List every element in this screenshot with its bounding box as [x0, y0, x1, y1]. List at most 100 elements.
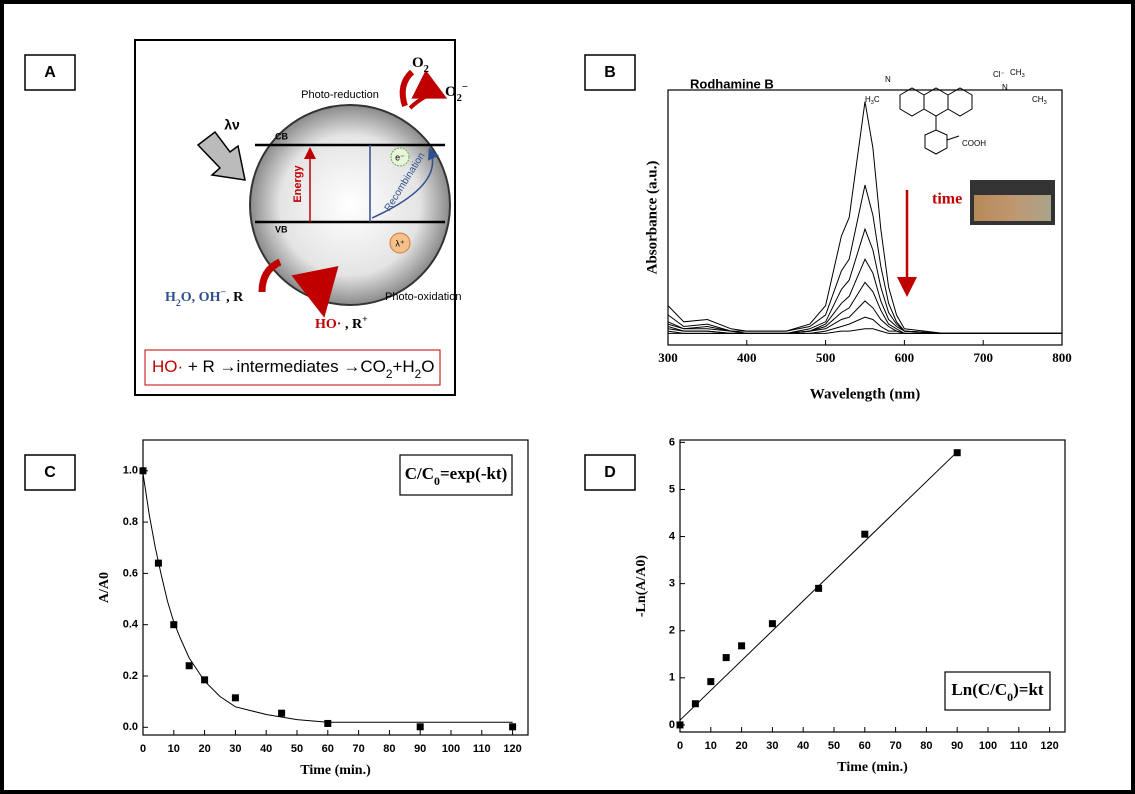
- y-axis-label: A/A0: [97, 572, 112, 603]
- text: 3: [1022, 73, 1025, 79]
- panel-label-box: [24, 454, 76, 491]
- x-tick-label: 700: [973, 350, 993, 365]
- x-tick-label: 0: [677, 740, 683, 752]
- data-point: [861, 530, 869, 538]
- text: + R →intermediates →CO: [183, 357, 386, 376]
- panel-label-box: [24, 54, 76, 91]
- x-axis-label: Wavelength (nm): [810, 386, 920, 402]
- y-tick-label: 1.0: [123, 465, 138, 477]
- x-tick-label: 50: [291, 743, 303, 755]
- oxidation-arrow-in: [258, 258, 282, 293]
- oxidation-arrow-out: [291, 265, 339, 318]
- panel-label: D: [604, 464, 616, 481]
- text: O: [421, 357, 434, 376]
- data-point: [231, 694, 239, 702]
- ch3-label: CH3: [1010, 68, 1025, 79]
- y-tick-label: 0.0: [123, 721, 138, 733]
- annotation-part: )=kt: [1013, 680, 1044, 699]
- panel-label: A: [44, 64, 56, 81]
- cl-label: Cl⁻: [993, 70, 1005, 79]
- x-tick-label: 100: [442, 743, 460, 755]
- hole-icon: [389, 232, 411, 254]
- text: , R: [341, 317, 363, 332]
- spectrum-line: [667, 101, 1062, 334]
- h3c-label: H3C: [865, 95, 880, 106]
- panel-label-box: [584, 54, 636, 91]
- x-tick-label: 30: [766, 740, 778, 752]
- text: 3: [871, 100, 874, 106]
- data-point: [154, 559, 162, 567]
- x-tick-label: 80: [920, 740, 932, 752]
- text: CH: [1032, 95, 1044, 104]
- y-tick-label: 0.6: [123, 567, 138, 579]
- x-tick-label: 400: [737, 350, 757, 365]
- x-tick-label: 60: [322, 743, 334, 755]
- annotation-part: 0: [1007, 690, 1013, 704]
- text: C: [874, 95, 880, 104]
- spectrum-line: [668, 328, 1062, 334]
- annotation-part: =exp(-kt): [440, 464, 507, 483]
- text: 2: [386, 367, 393, 381]
- reduction-arrow-in: [399, 69, 415, 107]
- text: HO·: [152, 357, 183, 376]
- plot-frame: [679, 439, 1066, 733]
- text: 2: [457, 93, 462, 104]
- cb-label: CB: [275, 131, 288, 141]
- x-tick-label: 800: [1052, 350, 1072, 365]
- molecule-bonds: [899, 87, 973, 155]
- ch3-label: CH3: [1032, 95, 1047, 106]
- panel-label: C: [44, 464, 56, 481]
- data-point: [815, 584, 823, 592]
- n-label: N: [1002, 83, 1008, 92]
- annotation-part: 0: [434, 474, 440, 488]
- y-tick-label: 0.2: [123, 670, 138, 682]
- text: 2: [415, 367, 422, 381]
- o2-label: O2: [412, 55, 429, 74]
- y-axis-label: Absorbance (a.u.): [644, 161, 660, 275]
- panel-label: B: [604, 64, 616, 81]
- x-tick-label: 30: [229, 743, 241, 755]
- x-tick-label: 10: [705, 740, 717, 752]
- annotation-part: Ln(C/C: [951, 680, 1007, 699]
- data-point: [185, 662, 193, 670]
- x-tick-label: 70: [889, 740, 901, 752]
- x-tick-label: 90: [951, 740, 963, 752]
- n-label: N: [885, 75, 891, 84]
- data-point: [691, 700, 699, 708]
- chart-title: Rodhamine B: [690, 76, 774, 91]
- data-point: [768, 620, 776, 628]
- y-tick-label: 0.4: [123, 619, 139, 631]
- energy-label: Energy: [292, 164, 304, 202]
- plot-frame: [667, 89, 1063, 346]
- o2-radical-label: O2−: [445, 82, 468, 104]
- x-axis-label: Time (min.): [300, 763, 371, 778]
- text: +H: [392, 357, 414, 376]
- photo-reduction-label: Photo-reduction: [301, 89, 379, 101]
- text: 3: [1044, 100, 1047, 106]
- products-label: HO· , R+: [315, 314, 368, 332]
- data-point: [707, 678, 715, 686]
- x-tick-label: 50: [828, 740, 840, 752]
- text: H: [165, 290, 176, 305]
- text: −: [462, 82, 468, 93]
- reaction-box: [144, 349, 441, 386]
- y-tick-label: 5: [669, 483, 675, 495]
- data-point: [324, 719, 332, 727]
- panel-label-box: [584, 454, 636, 491]
- light-arrow: [196, 130, 246, 181]
- vb-label: VB: [275, 224, 288, 234]
- x-tick-label: 500: [816, 350, 836, 365]
- text: O: [445, 84, 457, 100]
- x-tick-label: 70: [352, 743, 364, 755]
- y-tick-label: 4: [669, 530, 676, 542]
- y-tick-label: 6: [669, 436, 675, 448]
- x-tick-label: 20: [198, 743, 210, 755]
- plot-frame: [142, 439, 529, 736]
- x-tick-label: 20: [735, 740, 747, 752]
- x-tick-label: 40: [260, 743, 272, 755]
- vials-liquid: [974, 195, 1051, 221]
- photo-oxidation-label: Photo-oxidation: [385, 291, 461, 303]
- x-tick-label: 120: [503, 743, 521, 755]
- text: , R: [226, 290, 244, 305]
